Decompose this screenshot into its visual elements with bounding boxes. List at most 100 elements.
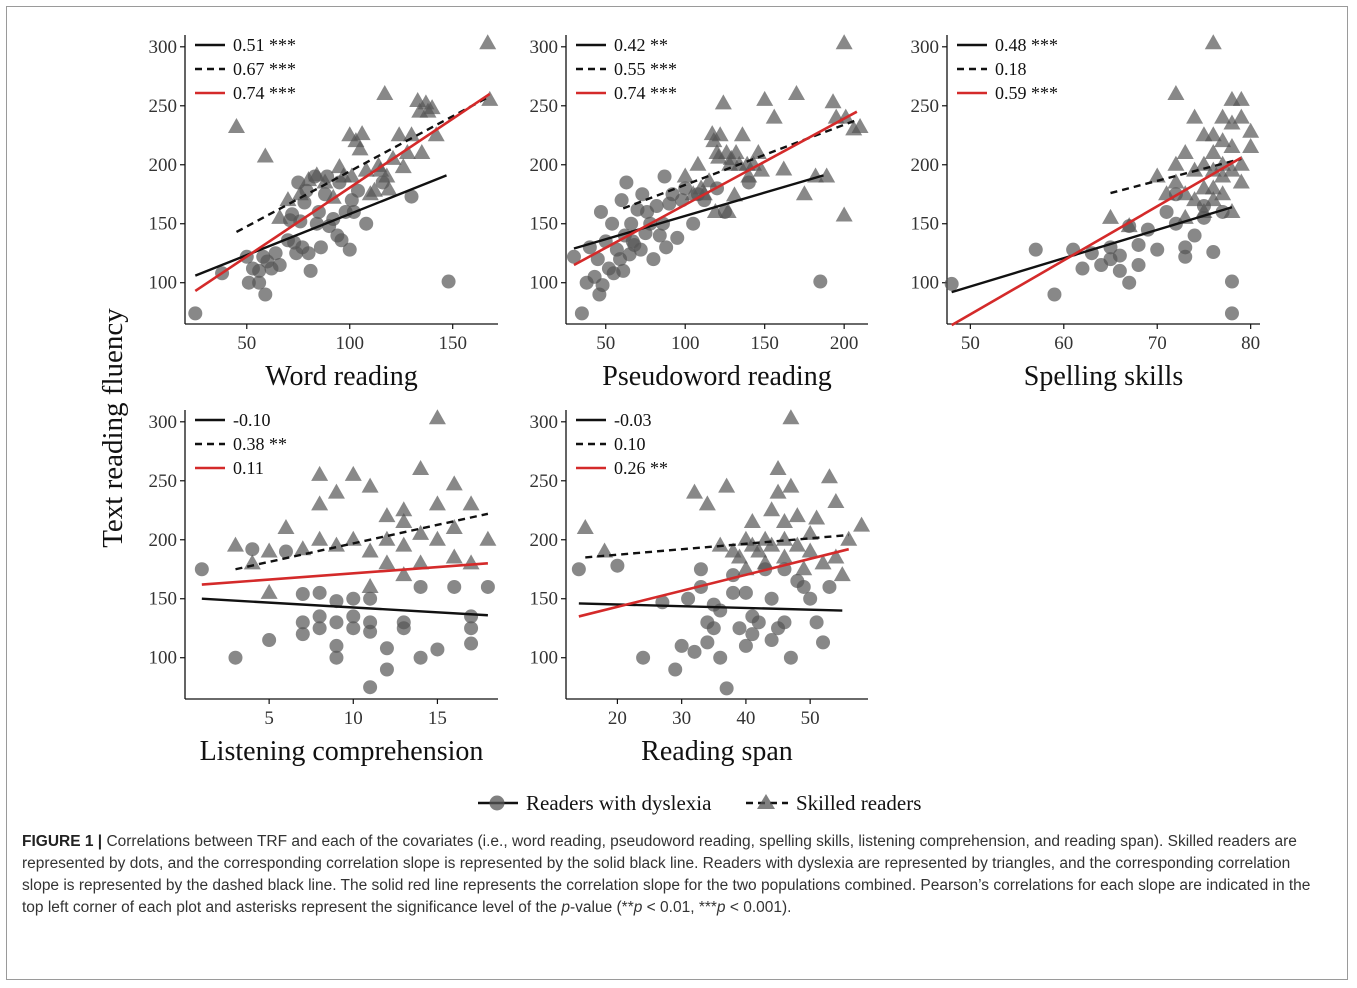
dyslexia-point xyxy=(706,621,721,636)
skilled-regression-line xyxy=(622,118,858,210)
dyslexia-point xyxy=(713,650,728,665)
skilled-point xyxy=(718,477,736,493)
skilled-point xyxy=(782,477,800,493)
dyslexia-point xyxy=(309,216,324,231)
x-tick-label: 80 xyxy=(1241,333,1260,354)
skilled-point xyxy=(853,516,871,532)
dyslexia-point xyxy=(738,585,753,600)
skilled-point xyxy=(394,158,412,174)
dyslexia-point xyxy=(809,615,824,630)
dyslexia-point xyxy=(783,650,798,665)
figure-frame xyxy=(6,6,1348,980)
dyslexia-point xyxy=(670,230,685,245)
dyslexia-point xyxy=(700,635,715,650)
skilled-point xyxy=(782,409,800,425)
dyslexia-point xyxy=(738,638,753,653)
dyslexia-point xyxy=(764,591,779,606)
dyslexia-point xyxy=(1131,237,1146,252)
panel-legend-label: 0.11 xyxy=(233,458,264,478)
legend-dyslexia-label: Readers with dyslexia xyxy=(526,791,712,815)
skilled-point xyxy=(1204,179,1222,195)
panels: 100 150 200 250 300 50 100 150 Word reading 0.51 … xyxy=(149,34,1260,767)
skilled-point xyxy=(361,577,379,593)
y-tick-label: 150 xyxy=(530,214,559,235)
skilled-point xyxy=(412,459,430,475)
y-tick-label: 150 xyxy=(149,589,178,610)
dyslexia-point xyxy=(1112,263,1127,278)
skilled-point xyxy=(243,554,261,570)
dyslexia-point xyxy=(751,615,766,630)
skilled-point xyxy=(343,167,361,183)
dyslexia-point xyxy=(404,189,419,204)
dyslexia-point xyxy=(329,650,344,665)
caption-p-3: p xyxy=(716,899,726,916)
skilled-point xyxy=(706,202,724,218)
skilled-point xyxy=(1214,167,1232,183)
legend-skilled-label: Skilled readers xyxy=(796,791,921,815)
dyslexia-point xyxy=(646,252,661,267)
skilled-point xyxy=(756,90,774,106)
caption-end: < 0.001). xyxy=(725,899,792,916)
x-axis-label: Word reading xyxy=(265,361,417,392)
x-tick-label: 100 xyxy=(671,333,700,354)
dyslexia-regression-line xyxy=(951,206,1233,294)
skilled-point xyxy=(1186,108,1204,124)
skilled-point xyxy=(737,560,755,576)
skilled-point xyxy=(445,548,463,564)
skilled-point xyxy=(775,548,793,564)
dyslexia-point xyxy=(346,591,361,606)
panel-legend-label: 0.74 *** xyxy=(614,83,677,103)
panel-2: 100 150 200 250 300 50 100 150 200 Pseudoword rea… xyxy=(530,34,869,392)
skilled-point xyxy=(824,93,842,109)
skilled-point xyxy=(769,459,787,475)
dyslexia-point xyxy=(413,579,428,594)
skilled-point xyxy=(711,536,729,552)
dyslexia-point xyxy=(659,240,674,255)
x-tick-label: 50 xyxy=(237,333,256,354)
dyslexia-point xyxy=(241,275,256,290)
skilled-point xyxy=(1232,90,1250,106)
caption-label: FIGURE 1 | xyxy=(22,833,103,850)
skilled-point xyxy=(833,566,851,582)
dyslexia-point xyxy=(379,641,394,656)
skilled-point xyxy=(814,554,832,570)
dyslexia-point xyxy=(346,609,361,624)
main-legend: Readers with dyslexia Skilled readers xyxy=(478,791,921,815)
skilled-point xyxy=(300,171,318,187)
skilled-point xyxy=(390,126,408,142)
dyslexia-point xyxy=(1206,245,1221,260)
skilled-point xyxy=(1242,122,1260,138)
skilled-point xyxy=(1120,217,1138,233)
x-tick-label: 200 xyxy=(830,333,859,354)
panel-legend-label: 0.42 ** xyxy=(614,35,668,55)
dyslexia-point xyxy=(480,579,495,594)
skilled-point xyxy=(1204,191,1222,207)
dyslexia-point xyxy=(687,644,702,659)
skilled-point xyxy=(395,536,413,552)
skilled-point xyxy=(710,148,728,164)
dyslexia-point xyxy=(652,228,667,243)
dyslexia-point xyxy=(593,204,608,219)
dyslexia-point xyxy=(363,591,378,606)
dyslexia-regression-line xyxy=(201,597,488,617)
skilled-point xyxy=(827,493,845,509)
skilled-point xyxy=(1214,132,1232,148)
skilled-point xyxy=(795,560,813,576)
legend-skilled-marker xyxy=(757,794,775,809)
dyslexia-point xyxy=(693,562,708,577)
dyslexia-point xyxy=(464,609,479,624)
figure-caption: FIGURE 1 | Correlations between TRF and … xyxy=(22,831,1322,919)
dyslexia-point xyxy=(313,240,328,255)
dyslexia-point xyxy=(363,680,378,695)
dyslexia-point xyxy=(822,579,837,594)
dyslexia-point xyxy=(301,246,316,261)
skilled-point xyxy=(378,167,396,183)
dyslexia-point xyxy=(1150,242,1165,257)
dyslexia-point xyxy=(447,579,462,594)
x-tick-label: 30 xyxy=(672,708,691,729)
dyslexia-point xyxy=(311,204,326,219)
dyslexia-point xyxy=(334,233,349,248)
x-axis-label: Spelling skills xyxy=(1024,361,1183,392)
x-tick-label: 10 xyxy=(344,708,363,729)
